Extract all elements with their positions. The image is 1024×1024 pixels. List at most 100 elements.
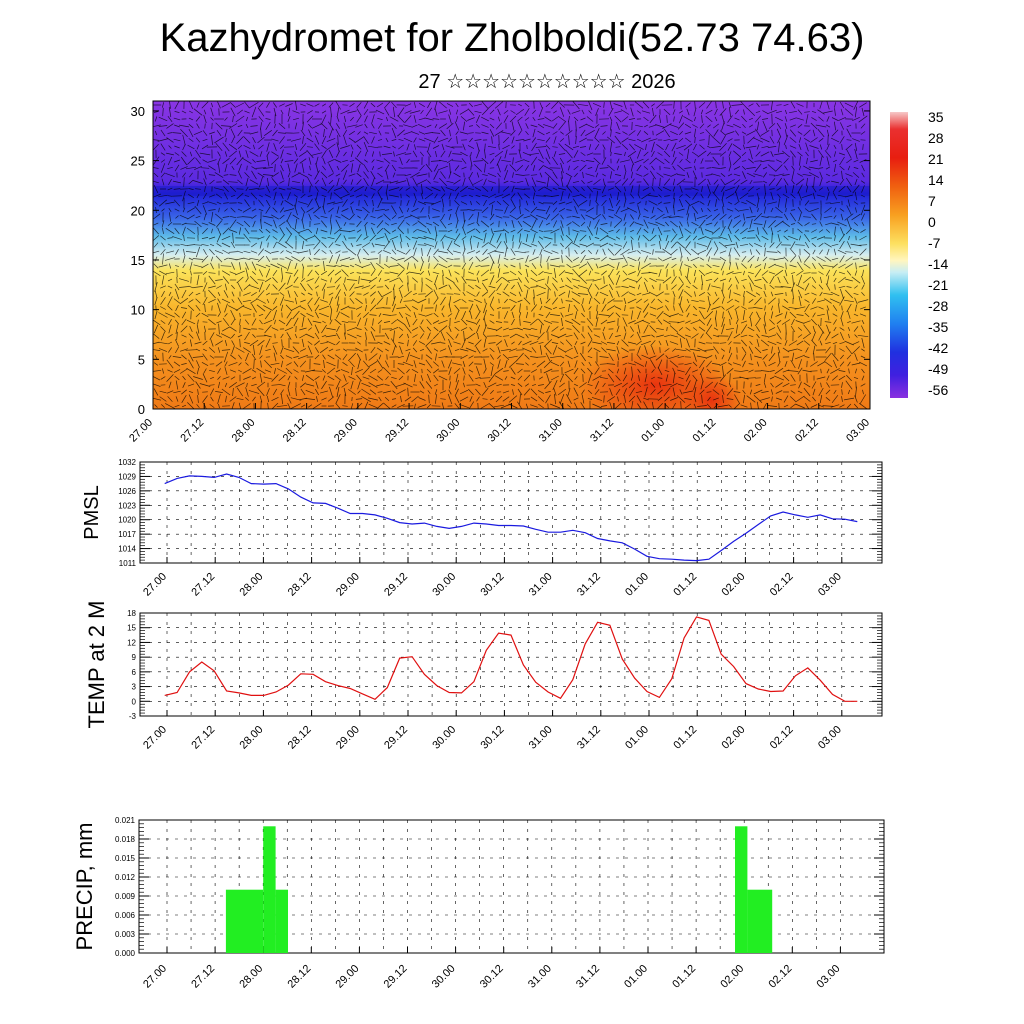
wind-vector xyxy=(623,332,627,340)
wind-vector xyxy=(861,222,865,226)
wind-vector xyxy=(734,228,740,234)
wind-vector xyxy=(273,107,277,117)
wind-vector xyxy=(672,387,676,397)
wind-vector xyxy=(785,144,787,150)
wind-vector xyxy=(167,221,173,227)
wind-vector xyxy=(819,177,823,187)
wind-vector xyxy=(748,158,754,164)
wind-vector xyxy=(342,199,348,207)
wind-vector xyxy=(502,186,510,192)
wind-vector xyxy=(441,402,445,409)
wind-vector xyxy=(531,137,537,143)
wind-vector xyxy=(274,123,276,129)
wind-vector xyxy=(516,327,524,331)
wind-vector xyxy=(833,319,837,325)
wind-vector xyxy=(245,123,249,129)
wind-vector xyxy=(571,318,581,326)
wind-vector xyxy=(721,121,725,131)
wind-vector xyxy=(577,103,589,107)
wind-vector xyxy=(685,235,691,241)
wind-vector xyxy=(481,101,489,110)
wind-vector xyxy=(613,382,623,388)
wind-vector xyxy=(624,151,626,157)
wind-vector xyxy=(389,194,399,198)
wind-vector xyxy=(789,137,797,143)
wind-vector xyxy=(691,206,699,214)
wind-vector xyxy=(715,354,717,360)
wind-vector xyxy=(725,131,735,135)
wind-vector xyxy=(376,383,384,387)
wind-vector xyxy=(308,213,312,221)
wind-vector xyxy=(561,171,563,179)
wind-vector xyxy=(455,333,459,339)
wind-vector xyxy=(343,151,347,157)
wind-vector xyxy=(656,144,664,150)
wind-vector xyxy=(530,327,538,331)
wind-vector xyxy=(196,102,200,108)
wind-vector xyxy=(192,258,204,260)
wind-vector xyxy=(566,176,572,188)
x-tick-label: 03.00 xyxy=(816,724,844,752)
wind-vector xyxy=(405,304,411,312)
wind-vector xyxy=(783,178,789,186)
wind-vector xyxy=(649,355,657,359)
wind-vector xyxy=(830,222,840,226)
wind-vector xyxy=(636,201,642,205)
wind-vector xyxy=(543,165,553,171)
wind-vector xyxy=(705,214,713,220)
wind-vector xyxy=(228,229,238,233)
wind-vector xyxy=(504,164,508,172)
wind-vector xyxy=(599,167,609,169)
wind-vector xyxy=(153,397,162,401)
wind-vector xyxy=(577,285,589,289)
colorbar-label: -56 xyxy=(928,382,948,398)
wind-vector xyxy=(489,296,495,306)
wind-vector xyxy=(741,131,747,135)
wind-vector xyxy=(406,271,410,275)
wind-vector xyxy=(510,264,516,268)
wind-vector xyxy=(462,292,466,296)
wind-vector xyxy=(496,233,502,243)
wind-vector xyxy=(848,235,850,241)
x-tick-label: 01.00 xyxy=(623,571,651,599)
wind-vector xyxy=(855,304,857,312)
wind-vector xyxy=(377,290,383,298)
wind-vector xyxy=(285,304,293,312)
wind-vector xyxy=(455,206,459,214)
wind-vector xyxy=(823,110,833,114)
wind-vector xyxy=(361,388,371,396)
wind-vector xyxy=(433,374,439,382)
wind-vector xyxy=(376,347,384,353)
wind-vector xyxy=(413,192,417,200)
wind-vector xyxy=(489,275,495,285)
wind-vector xyxy=(167,195,173,197)
wind-vector xyxy=(284,299,294,303)
wind-vector xyxy=(330,192,332,200)
wind-vector xyxy=(265,199,271,207)
wind-vector xyxy=(454,165,460,171)
wind-vector xyxy=(428,263,430,269)
wind-vector xyxy=(530,228,538,234)
wind-vector xyxy=(459,348,469,352)
wind-vector xyxy=(341,214,349,220)
wind-vector xyxy=(367,258,379,260)
wind-vector xyxy=(776,341,782,345)
wind-vector xyxy=(552,306,558,310)
wind-vector xyxy=(544,345,552,355)
wind-vector xyxy=(763,220,767,228)
wind-vector xyxy=(634,158,644,164)
x-tick-label: 30.00 xyxy=(430,963,458,991)
wind-vector xyxy=(266,235,270,241)
wind-vector xyxy=(271,374,279,382)
wind-vector xyxy=(335,403,341,409)
wind-vector xyxy=(251,215,257,219)
wind-vector xyxy=(762,354,768,360)
wind-vector xyxy=(530,174,538,176)
wind-vector xyxy=(641,319,651,325)
wind-vector xyxy=(427,180,431,184)
wind-vector xyxy=(501,159,511,163)
wind-vector xyxy=(774,269,784,277)
wind-vector xyxy=(414,403,416,409)
wind-vector xyxy=(545,102,551,108)
wind-vector xyxy=(467,145,475,149)
